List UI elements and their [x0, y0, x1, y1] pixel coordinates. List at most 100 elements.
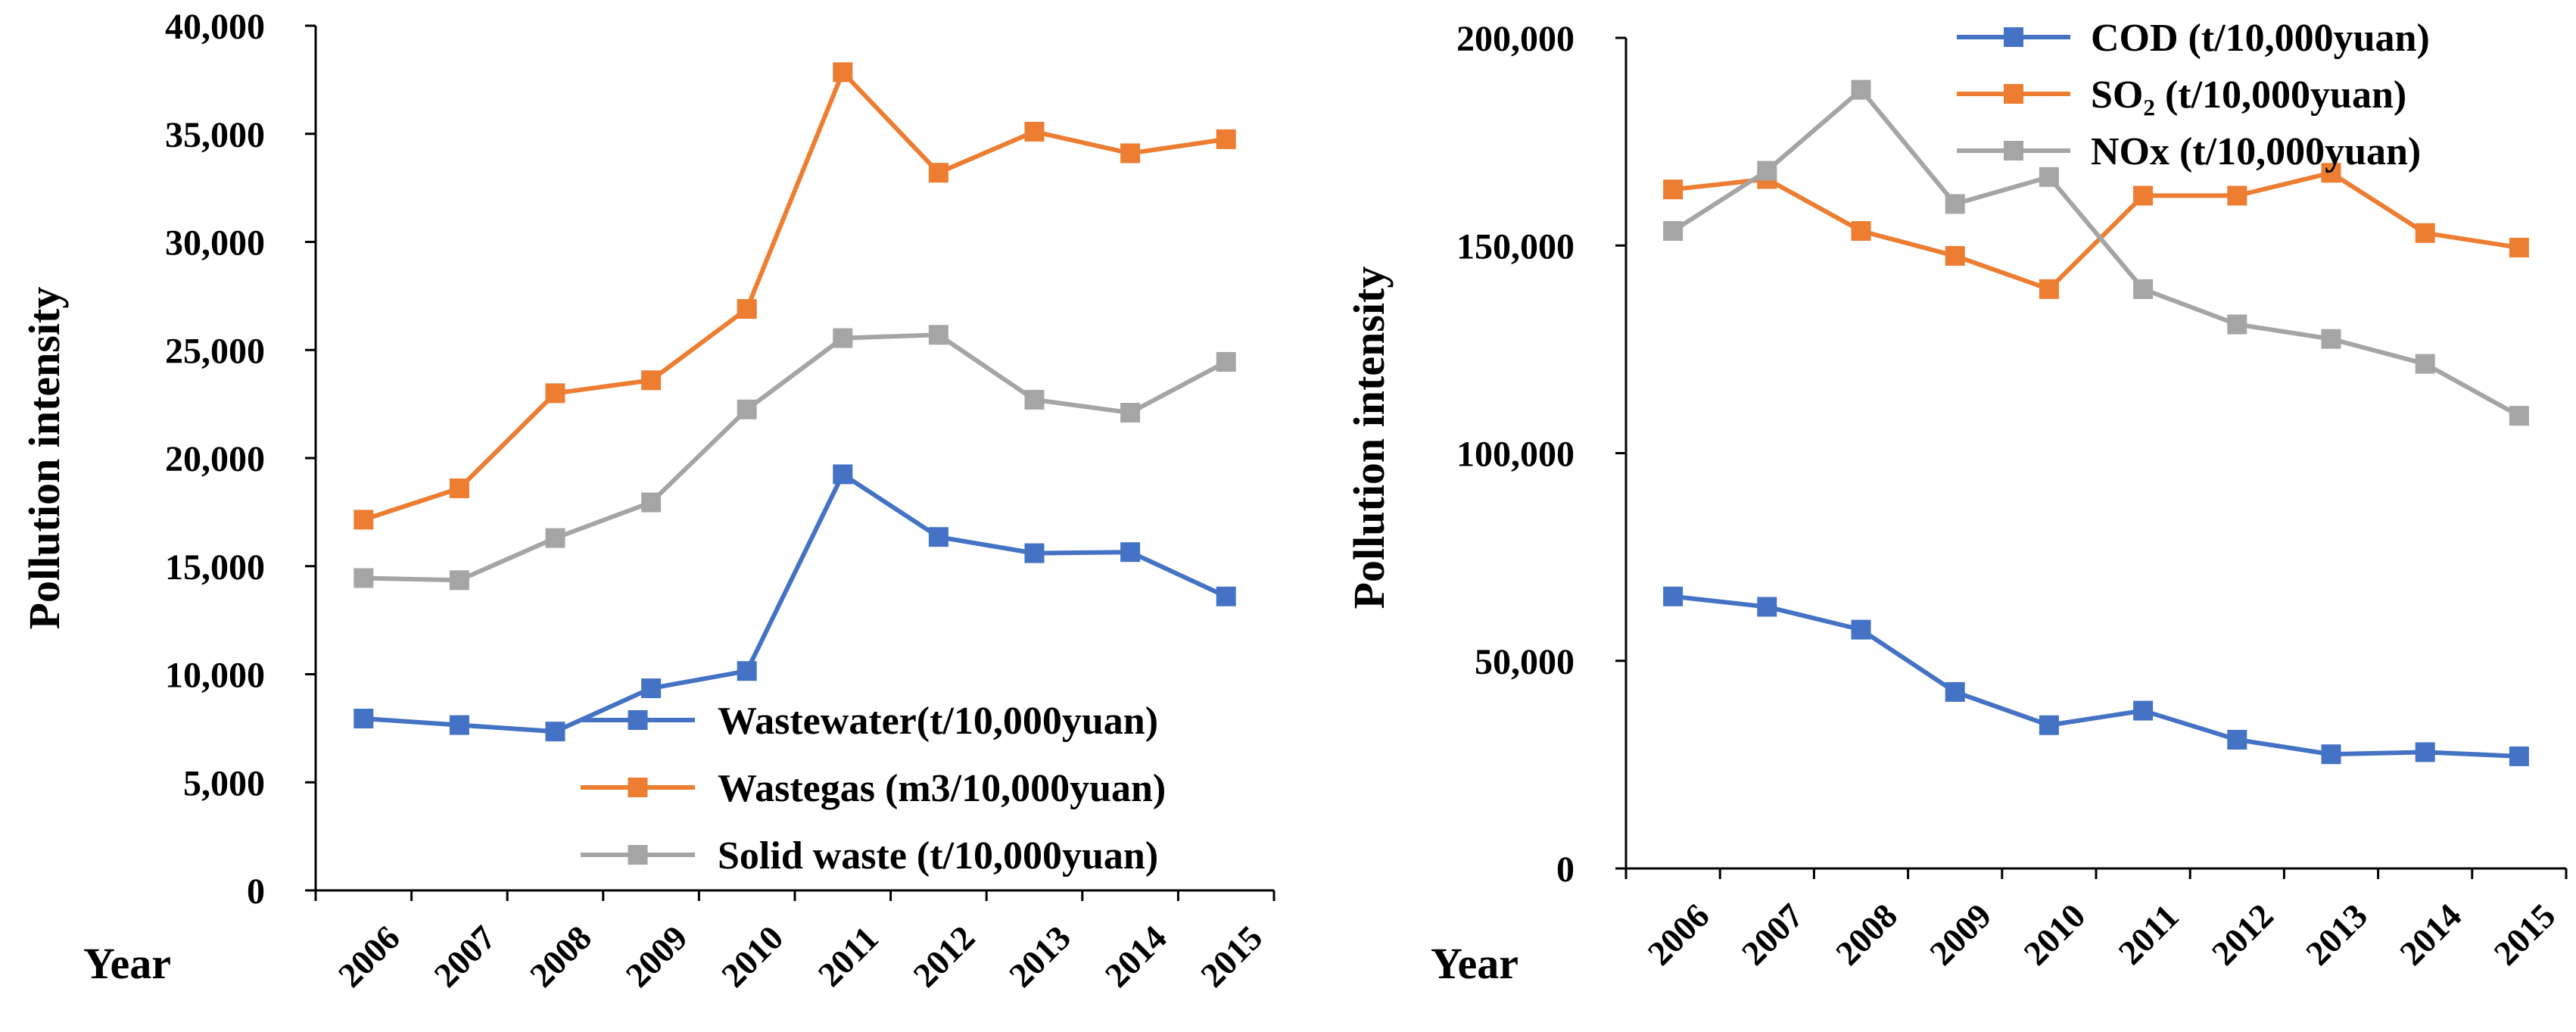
- series-line-2: [363, 70, 1227, 522]
- x-tick-label: 2011: [811, 918, 886, 993]
- data-point: [737, 399, 757, 419]
- data-point: [1216, 351, 1236, 372]
- data-point: [354, 510, 374, 530]
- data-point: [1216, 129, 1236, 149]
- x-tick-label: 2015: [1193, 918, 1269, 994]
- legend-label: Wastegas (m3/10,000yuan): [718, 767, 1166, 810]
- data-point: [1663, 586, 1684, 606]
- y-tick-label: 30,000: [165, 223, 265, 263]
- data-point: [2133, 186, 2154, 206]
- data-point: [1757, 161, 1777, 181]
- data-point: [928, 325, 948, 345]
- y-tick-label: 40,000: [165, 7, 265, 47]
- legend-marker: [2004, 84, 2023, 104]
- data-point: [2227, 186, 2247, 206]
- y-tick-label: 15,000: [165, 547, 265, 588]
- x-tick-label: 2014: [1098, 918, 1174, 994]
- data-point: [449, 478, 469, 498]
- data-point: [2039, 715, 2059, 735]
- series-line-2: [1672, 170, 2520, 292]
- data-point: [354, 709, 374, 729]
- legend-marker: [2004, 141, 2023, 161]
- x-tick-label: 2007: [426, 918, 503, 994]
- data-point: [1851, 619, 1871, 640]
- data-point: [1945, 245, 1965, 266]
- y-axis-title: Pollution intensity: [20, 287, 69, 630]
- x-axis-title: Year: [83, 939, 171, 988]
- x-tick-label: 2013: [2298, 896, 2375, 972]
- data-point: [2133, 279, 2154, 299]
- y-tick-label: 200,000: [1456, 19, 1575, 59]
- legend-label: Solid waste (t/10,000yuan): [718, 834, 1158, 878]
- data-point: [1120, 542, 1141, 563]
- x-tick-label: 2006: [331, 918, 407, 994]
- legend-label: Wastewater(t/10,000yuan): [718, 700, 1158, 743]
- x-tick-label: 2010: [714, 918, 790, 994]
- data-point: [2321, 329, 2341, 349]
- legend-marker: [628, 845, 648, 865]
- data-point: [641, 370, 662, 391]
- x-tick-label: 2012: [2204, 896, 2281, 972]
- data-point: [833, 328, 853, 348]
- legend-marker: [2004, 27, 2023, 47]
- data-point: [1024, 389, 1045, 410]
- data-point: [737, 299, 757, 320]
- y-tick-label: 25,000: [165, 331, 265, 371]
- data-point: [354, 568, 374, 588]
- legend-marker: [628, 710, 648, 730]
- x-tick-label: 2009: [1922, 896, 1998, 972]
- data-point: [1851, 80, 1871, 100]
- data-point: [2415, 223, 2435, 243]
- data-point: [449, 570, 469, 591]
- data-point: [1663, 179, 1684, 200]
- data-point: [737, 661, 757, 681]
- data-point: [545, 383, 565, 404]
- x-tick-label: 2013: [1001, 918, 1078, 994]
- legend-label: NOx (t/10,000yuan): [2091, 130, 2421, 173]
- data-point: [1757, 597, 1777, 617]
- legend-item-2: Wastegas (m3/10,000yuan): [581, 767, 1166, 810]
- x-tick-label: 2012: [905, 918, 982, 994]
- legend-label: SO₂ (t/10,000yuan): [2091, 73, 2406, 117]
- y-tick-label: 100,000: [1456, 435, 1575, 475]
- data-point: [2415, 354, 2435, 374]
- data-point: [449, 715, 469, 735]
- data-point: [1120, 403, 1141, 423]
- x-tick-label: 2009: [618, 918, 695, 994]
- data-point: [2227, 729, 2247, 750]
- series-line-3: [1671, 87, 2521, 418]
- data-point: [1663, 221, 1684, 242]
- data-point: [1945, 194, 1965, 214]
- legend-item-1: COD (t/10,000yuan): [1957, 17, 2430, 60]
- y-tick-label: 35,000: [165, 115, 265, 155]
- legend-item-3: NOx (t/10,000yuan): [1957, 130, 2421, 173]
- data-point: [2509, 746, 2529, 766]
- x-axis-title: Year: [1431, 939, 1519, 988]
- data-point: [2227, 314, 2247, 335]
- legend-item-3: Solid waste (t/10,000yuan): [581, 834, 1158, 878]
- data-point: [641, 492, 662, 513]
- x-tick-label: 2014: [2392, 896, 2469, 972]
- x-tick-label: 2011: [2110, 896, 2185, 971]
- data-point: [2039, 167, 2059, 187]
- data-point: [2509, 406, 2529, 426]
- x-tick-label: 2010: [2016, 896, 2092, 972]
- data-point: [1945, 681, 1965, 702]
- y-tick-label: 50,000: [1475, 642, 1575, 682]
- x-tick-label: 2007: [1734, 896, 1811, 972]
- chart-1: 0 5,000 10,000 15,000 20,000 25,000 30,000 35,0…: [20, 7, 1276, 995]
- data-point: [1120, 143, 1141, 164]
- data-point: [2039, 279, 2059, 299]
- data-point: [2133, 700, 2154, 721]
- legend-label: COD (t/10,000yuan): [2091, 17, 2430, 60]
- series-line-3: [363, 332, 1228, 583]
- x-tick-label: 2015: [2486, 896, 2562, 972]
- x-tick-label: 2008: [1828, 896, 1905, 972]
- data-point: [2415, 742, 2435, 762]
- legend-item-2: SO₂ (t/10,000yuan): [1957, 73, 2406, 117]
- data-point: [1024, 543, 1045, 563]
- data-point: [833, 62, 853, 83]
- chart-2: 0 50,000 100,000 150,000 200,000 2006 2007 2008…: [1344, 17, 2568, 988]
- y-tick-label: 10,000: [165, 656, 265, 696]
